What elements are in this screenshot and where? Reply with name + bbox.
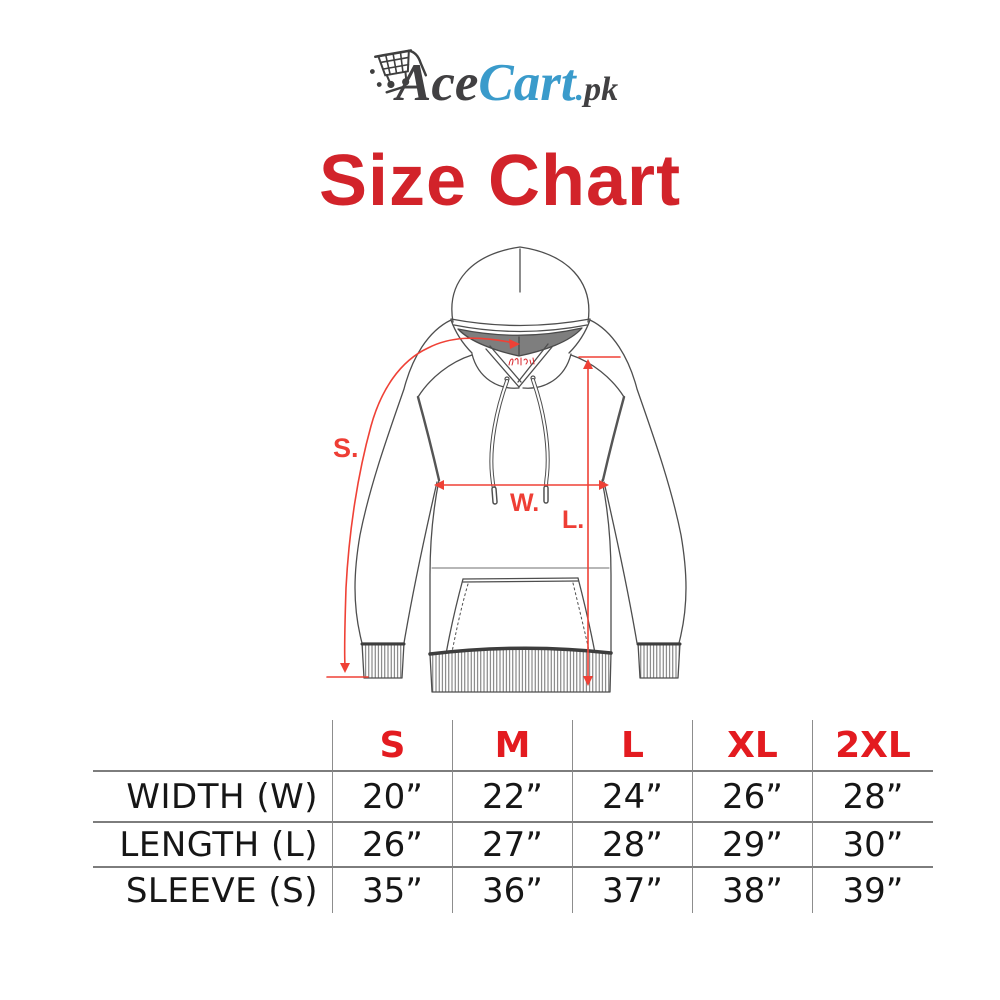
hoodie-drawstrings — [489, 375, 550, 505]
measurement-arrowheads — [340, 339, 609, 686]
length-value-xl: 29” — [693, 821, 813, 866]
length-value-l: 28” — [573, 821, 693, 866]
sleeve-value-m: 36” — [453, 866, 573, 913]
row-label-sleeve: SLEEVE (S) — [93, 866, 333, 913]
column-header-s: S — [333, 720, 453, 770]
column-header-xl: XL — [693, 720, 813, 770]
measurement-lines — [326, 337, 621, 683]
width-value-s: 20” — [333, 770, 453, 821]
column-header-2xl: 2XL — [835, 724, 911, 766]
brand-prefix: Ace — [396, 54, 479, 112]
sleeve-measure-line — [343, 337, 515, 667]
sleeve-measure-label: S. — [333, 433, 359, 463]
brand-wordmark: AceCart.pk — [396, 57, 618, 110]
column-header-l: L — [573, 720, 693, 770]
width-value-xl: 26” — [693, 770, 813, 821]
row-label-width: WIDTH (W) — [93, 770, 333, 821]
sleeve-value-l: 37” — [573, 866, 693, 913]
brand-suffix: Cart — [478, 54, 576, 112]
width-value-l: 24” — [573, 770, 693, 821]
size-table: S M L XL 2XL WIDTH (W) 20” 22” 24” 26” 2… — [93, 720, 933, 913]
sleeve-value-s: 35” — [333, 866, 453, 913]
width-value-m: 22” — [453, 770, 573, 821]
hoodie-measurement-diagram: S. W. L. — [326, 246, 687, 693]
width-measure-label: W. — [510, 489, 539, 517]
length-value-2xl: 30” — [813, 821, 933, 866]
hoodie-outline — [354, 246, 687, 693]
table-corner-cell — [93, 720, 333, 770]
sleeve-value-xl: 38” — [693, 866, 813, 913]
sleeve-value-2xl: 39” — [813, 866, 933, 913]
length-value-s: 26” — [333, 821, 453, 866]
column-header-m: M — [453, 720, 573, 770]
brand-tld-dot: . — [575, 71, 585, 108]
shopping-cart-icon — [369, 49, 428, 94]
page-title: Size Chart — [318, 141, 682, 221]
length-measure-label: L. — [562, 506, 584, 534]
brand-tld: pk — [584, 71, 619, 108]
row-label-length: LENGTH (L) — [93, 821, 333, 866]
hoodie-brand-script-icon — [508, 357, 535, 366]
brand-logo: AceCart.pk — [0, 0, 1000, 130]
length-value-m: 27” — [453, 821, 573, 866]
width-value-2xl: 28” — [813, 770, 933, 821]
